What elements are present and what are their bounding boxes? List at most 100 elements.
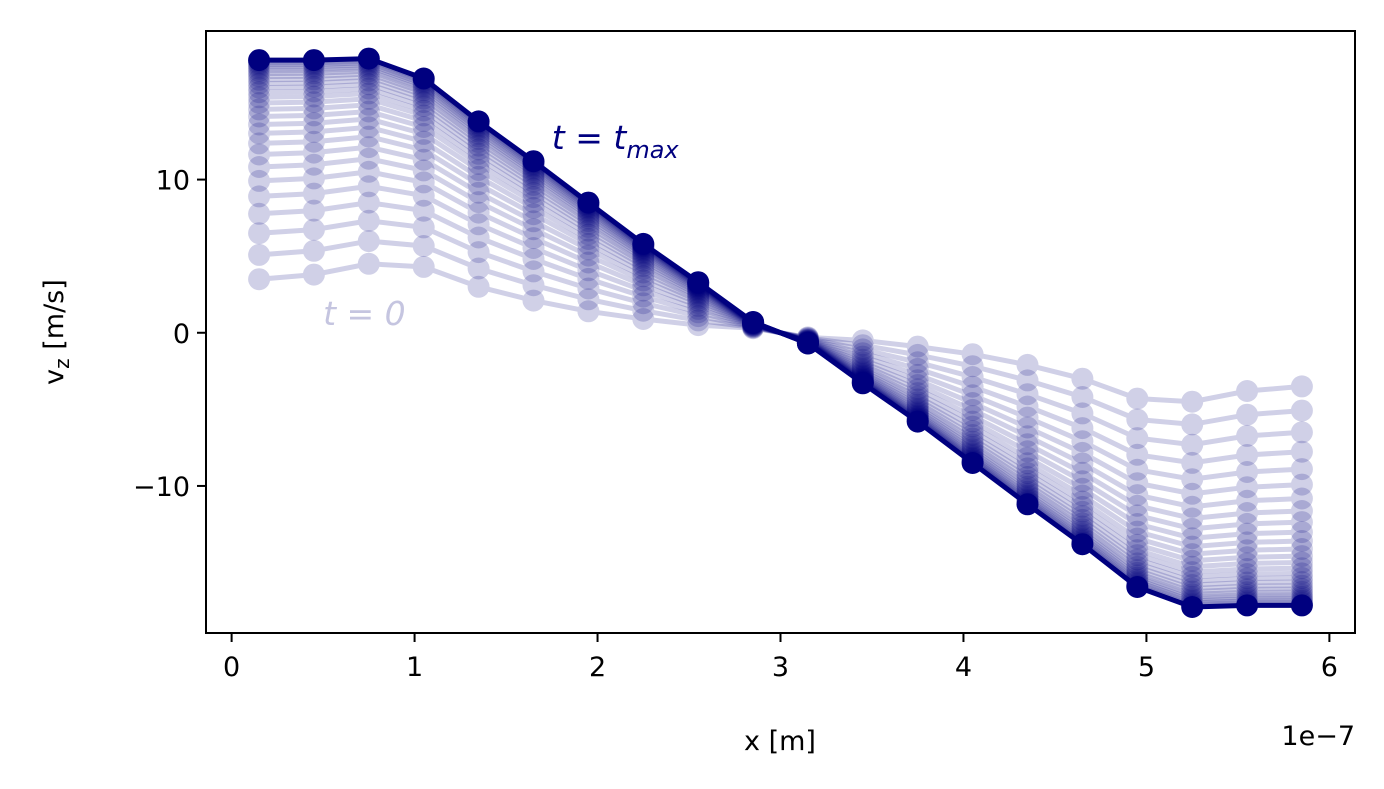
data-point: [1016, 446, 1039, 469]
data-point: [632, 285, 655, 308]
data-point: [412, 235, 435, 257]
data-point: [357, 175, 380, 198]
data-point: [522, 218, 545, 241]
data-point: [412, 148, 435, 171]
data-point: [522, 173, 545, 196]
data-point: [302, 218, 325, 241]
data-point: [577, 207, 600, 230]
data-point: [1290, 511, 1313, 534]
data-point: [412, 171, 435, 194]
data-point: [1181, 574, 1204, 596]
data-point: [1126, 484, 1149, 507]
data-point: [961, 430, 984, 453]
data-point: [1071, 505, 1094, 528]
data-point: [1181, 482, 1204, 505]
data-point: [357, 147, 380, 170]
data-point: [1290, 551, 1313, 574]
data-point: [412, 159, 435, 182]
data-point: [248, 202, 271, 225]
data-point: [467, 241, 490, 264]
data-point: [412, 91, 435, 114]
data-point: [687, 301, 710, 324]
data-point: [357, 100, 380, 123]
data-point: [1126, 520, 1149, 543]
data-point: [1290, 594, 1313, 617]
data-point: [687, 314, 710, 337]
data-point: [906, 369, 929, 392]
data-point: [302, 72, 325, 94]
x-tick-label-1: 1: [406, 652, 423, 683]
data-point: [1181, 570, 1204, 593]
data-point: [248, 105, 271, 128]
data-point: [248, 222, 271, 245]
data-point: [687, 297, 710, 320]
data-point: [1016, 469, 1039, 492]
data-point: [412, 130, 435, 153]
data-point: [1126, 387, 1149, 410]
data-point: [1181, 517, 1204, 540]
data-point: [632, 299, 655, 322]
data-point: [357, 136, 380, 159]
data-point: [522, 167, 545, 190]
data-point: [412, 67, 435, 90]
data-point: [961, 375, 984, 398]
data-point: [1181, 507, 1204, 530]
data-point: [1016, 383, 1039, 406]
data-point: [1071, 512, 1094, 535]
data-point: [1290, 440, 1313, 463]
data-point: [248, 98, 271, 121]
annotation-t-max: t = tmax: [552, 118, 680, 164]
data-point: [1181, 549, 1204, 572]
data-point: [412, 139, 435, 162]
data-point: [467, 147, 490, 170]
data-point: [1181, 555, 1204, 578]
data-point: [302, 182, 325, 205]
data-point: [577, 238, 600, 261]
data-point: [248, 156, 271, 178]
data-point: [1236, 558, 1259, 580]
annotation-t-zero: t = 0: [323, 294, 406, 333]
data-point: [1126, 527, 1149, 550]
data-point: [1016, 425, 1039, 448]
data-point: [1290, 538, 1313, 560]
data-point: [906, 388, 929, 411]
data-point: [1126, 559, 1149, 582]
data-point: [1126, 576, 1149, 598]
data-point: [248, 49, 271, 72]
data-point: [1071, 367, 1094, 390]
data-point: [412, 216, 435, 239]
data-point: [1181, 527, 1204, 550]
data-point: [1290, 399, 1313, 422]
y-axis-label-subscript: z: [50, 358, 74, 369]
data-point: [851, 348, 874, 371]
data-point: [357, 47, 380, 70]
data-point: [577, 232, 600, 255]
data-point: [1236, 563, 1259, 585]
data-point: [412, 122, 435, 145]
data-point: [302, 65, 325, 88]
data-point: [1016, 462, 1039, 484]
data-point: [248, 132, 271, 155]
data-point: [1126, 494, 1149, 517]
data-point: [522, 196, 545, 219]
data-point: [467, 131, 490, 154]
data-point: [577, 267, 600, 290]
data-point: [577, 288, 600, 311]
data-point: [1290, 500, 1313, 522]
data-point: [1016, 369, 1039, 392]
data-point: [1071, 500, 1094, 523]
data-point: [1236, 502, 1259, 524]
data-point: [1290, 562, 1313, 585]
data-point: [577, 223, 600, 246]
data-point: [961, 415, 984, 438]
data-point: [302, 112, 325, 135]
data-point: [632, 232, 655, 255]
data-point: [1181, 433, 1204, 456]
data-point: [357, 191, 380, 214]
data-point: [851, 356, 874, 378]
data-point: [687, 294, 710, 317]
data-point: [961, 343, 984, 366]
data-point: [467, 134, 490, 157]
x-tick-label-5: 5: [1138, 652, 1155, 683]
data-point: [412, 104, 435, 127]
